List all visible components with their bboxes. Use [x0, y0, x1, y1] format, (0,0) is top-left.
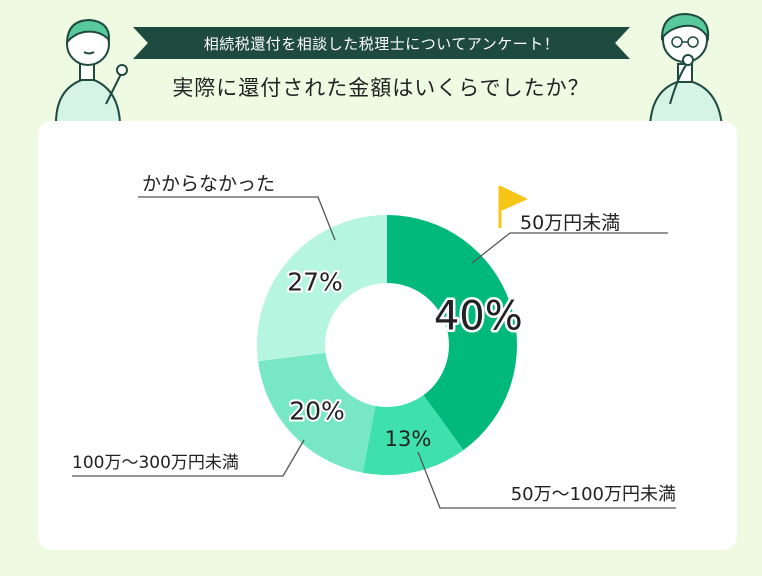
category-label-2: 100万～300万円未満: [72, 453, 239, 473]
slice-2: [258, 352, 376, 473]
slice-1: [362, 395, 464, 475]
chart-card: [38, 121, 737, 550]
category-label-3: かからなかった: [142, 173, 275, 195]
value-label-2: 20%: [289, 396, 345, 425]
leader-line-0: [471, 232, 668, 264]
category-label-0: 50万円未満: [520, 212, 620, 234]
banner-text: 相続税還付を相談した税理士についてアンケート！: [203, 34, 560, 53]
value-label-1: 13%: [385, 427, 432, 451]
slice-3: [257, 215, 387, 362]
person-illustration-right: [648, 12, 724, 126]
leader-line-2: [72, 439, 305, 477]
flag-icon: [501, 186, 528, 211]
value-label-3: 27%: [287, 267, 343, 296]
survey-banner: 相続税還付を相談した税理士についてアンケート！: [133, 27, 630, 59]
category-label-1: 50万～100万円未満: [511, 484, 676, 505]
value-label-0: 40%: [434, 293, 523, 339]
leader-line-3: [138, 196, 336, 241]
question-title: 実際に還付された金額はいくらでしたか？: [172, 76, 590, 100]
person-illustration-left: [54, 18, 128, 123]
slice-0: [387, 215, 517, 451]
leader-line-1: [417, 451, 676, 509]
